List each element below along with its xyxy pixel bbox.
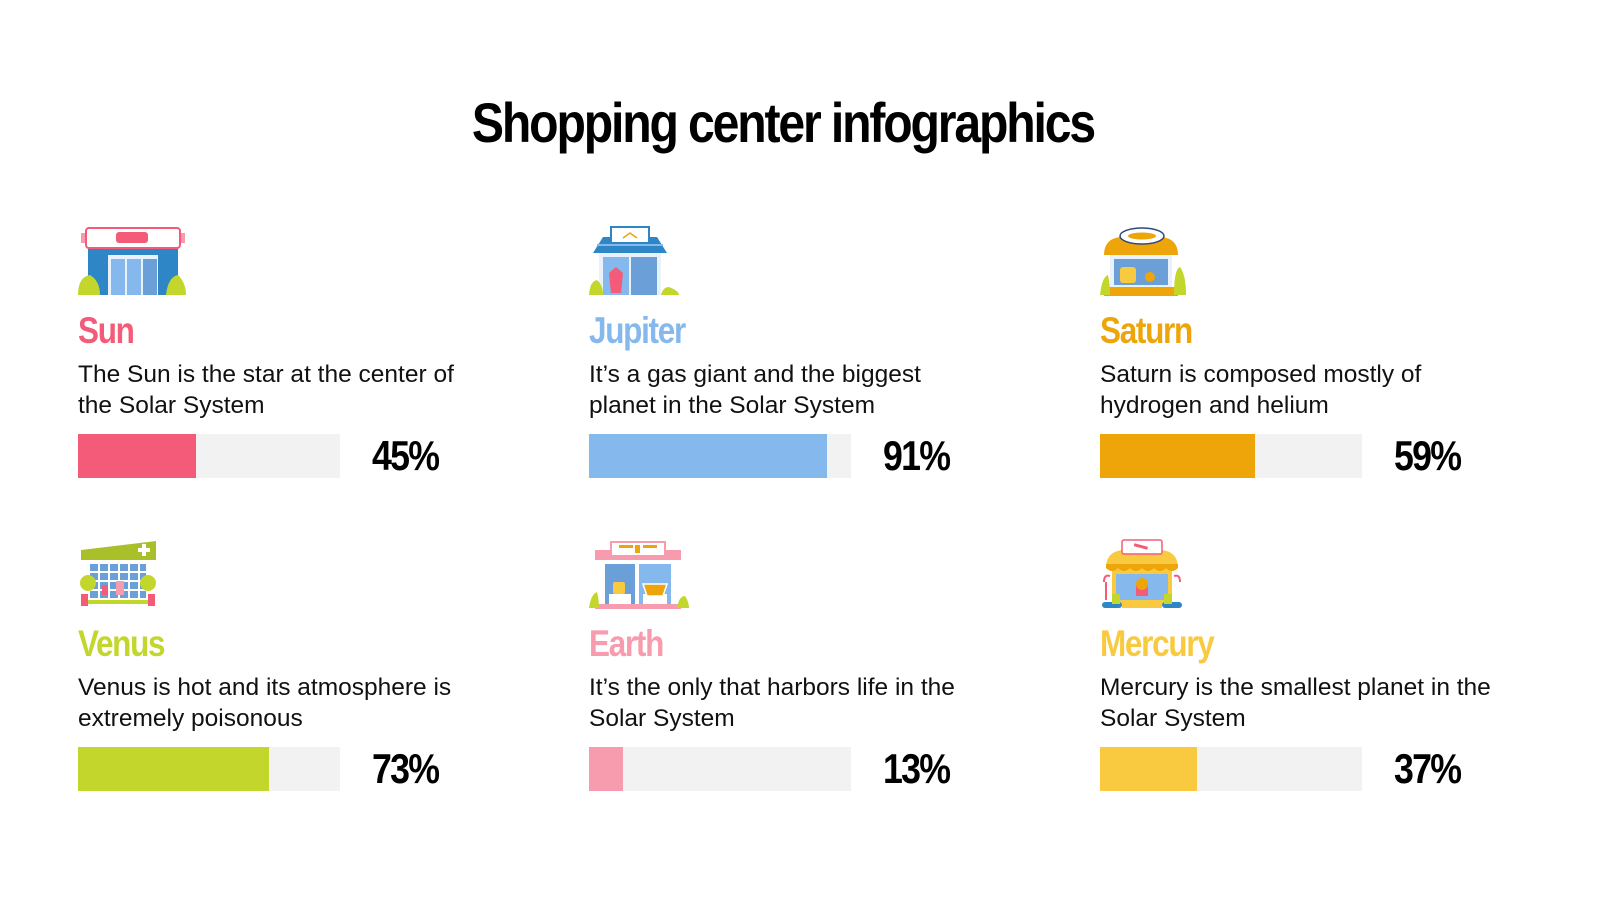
paint-store-icon: [589, 541, 689, 609]
progress-fill: [1100, 434, 1255, 478]
percentage-label: 13%: [883, 745, 951, 792]
item-description: Mercury is the smallest planet in the So…: [1100, 674, 1491, 732]
item-name: Earth: [589, 623, 664, 664]
percentage-label: 91%: [883, 432, 951, 479]
item-name: Jupiter: [589, 310, 686, 351]
page-title: Shopping center infographics: [471, 91, 1096, 154]
clothing-store-icon: [589, 226, 679, 295]
card-earth: Earth It’s the only that harbors life in…: [589, 538, 1009, 828]
pharmacy-store-icon: [80, 541, 156, 606]
item-name: Mercury: [1100, 623, 1215, 664]
progress-fill: [78, 747, 270, 791]
progress-track: [1100, 434, 1362, 478]
progress-track: [589, 747, 851, 791]
card-saturn: Saturn Saturn is composed mostly of hydr…: [1100, 225, 1520, 515]
progress-track: [1100, 747, 1362, 791]
card-jupiter: Jupiter It’s a gas giant and the biggest…: [589, 225, 1009, 515]
bakery-store-icon: [1100, 227, 1186, 296]
progress-track: [78, 747, 340, 791]
percentage-label: 59%: [1394, 432, 1462, 479]
progress-fill: [589, 434, 828, 478]
progress-fill: [589, 747, 624, 791]
item-name: Venus: [78, 623, 166, 664]
progress-track: [78, 434, 340, 478]
progress-fill: [1100, 747, 1197, 791]
percentage-label: 73%: [372, 745, 440, 792]
candy-store-icon: [1102, 539, 1182, 608]
item-description: Venus is hot and its atmosphere is extre…: [78, 674, 452, 732]
card-mercury: Mercury Mercury is the smallest planet i…: [1100, 538, 1520, 828]
item-description: It’s the only that harbors life in the S…: [589, 674, 955, 732]
progress-fill: [78, 434, 196, 478]
furniture-store-icon: [78, 227, 186, 295]
percentage-label: 37%: [1394, 745, 1462, 792]
item-description: It’s a gas giant and the biggest planet …: [589, 361, 921, 419]
item-name: Sun: [78, 310, 135, 351]
item-name: Saturn: [1100, 310, 1193, 351]
progress-track: [589, 434, 851, 478]
card-venus: Venus Venus is hot and its atmosphere is…: [78, 538, 498, 828]
item-description: Saturn is composed mostly of hydrogen an…: [1100, 361, 1422, 419]
percentage-label: 45%: [372, 432, 440, 479]
card-sun: Sun The Sun is the star at the center of…: [78, 225, 498, 515]
item-description: The Sun is the star at the center of the…: [78, 361, 454, 419]
